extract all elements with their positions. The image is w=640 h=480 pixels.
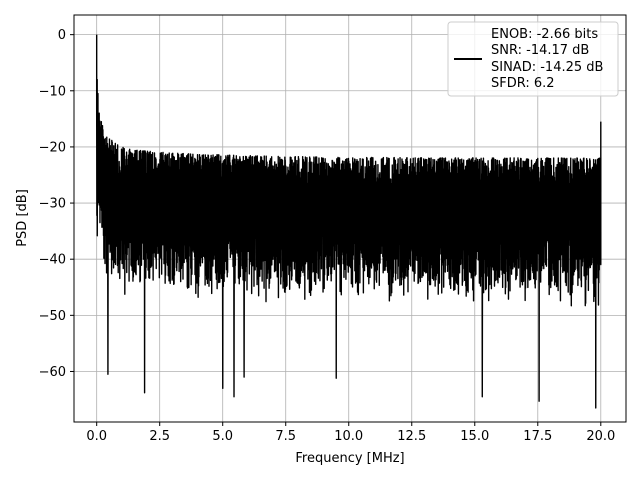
x-tick-label: 0.0: [86, 429, 107, 444]
legend-box: [447, 21, 619, 97]
y-tick-label: −10: [39, 84, 66, 99]
x-tick-label: 10.0: [334, 429, 363, 444]
x-tick-label: 17.5: [523, 429, 552, 444]
legend-sfdr: SFDR: 6.2: [491, 76, 555, 91]
x-tick-label: 15.0: [460, 429, 489, 444]
x-axis-label: Frequency [MHz]: [295, 451, 404, 466]
legend-enob: ENOB: -2.66 bits: [491, 27, 598, 42]
y-tick-label: −50: [39, 309, 66, 324]
y-tick-label: −20: [39, 140, 66, 155]
legend: ENOB: -2.66 bits SNR: -14.17 dB SINAD: -…: [447, 21, 619, 97]
axes-frame: [73, 14, 627, 423]
legend-snr: SNR: -14.17 dB: [491, 43, 589, 58]
y-tick-label: −60: [39, 365, 66, 380]
y-tick-label: 0: [58, 28, 66, 43]
series-group: [95, 34, 602, 409]
y-axis-ticks: 0 −10 −20 −30 −40 −50 −60: [39, 28, 74, 380]
psd-series-line: [95, 34, 602, 409]
y-axis-label: PSD [dB]: [15, 189, 30, 247]
x-tick-label: 2.5: [149, 429, 170, 444]
x-tick-label: 20.0: [586, 429, 615, 444]
x-tick-label: 7.5: [275, 429, 296, 444]
x-axis-ticks: 0.0 2.5 5.0 7.5 10.0 12.5 15.0 17.5 20.0: [86, 422, 615, 444]
y-tick-label: −30: [39, 197, 66, 212]
plot-area: [95, 34, 602, 409]
legend-sinad: SINAD: -14.25 dB: [491, 60, 603, 75]
x-tick-label: 5.0: [212, 429, 233, 444]
y-tick-label: −40: [39, 253, 66, 268]
x-tick-label: 12.5: [397, 429, 426, 444]
